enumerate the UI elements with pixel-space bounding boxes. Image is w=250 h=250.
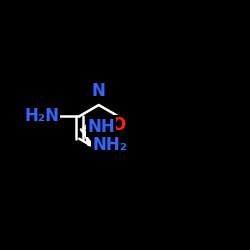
Text: N: N (100, 137, 114, 155)
Text: O: O (111, 116, 125, 134)
Text: N: N (92, 82, 106, 100)
Text: NH₂: NH₂ (92, 136, 127, 154)
Text: H₂N: H₂N (24, 107, 59, 125)
Text: NH: NH (87, 118, 115, 136)
